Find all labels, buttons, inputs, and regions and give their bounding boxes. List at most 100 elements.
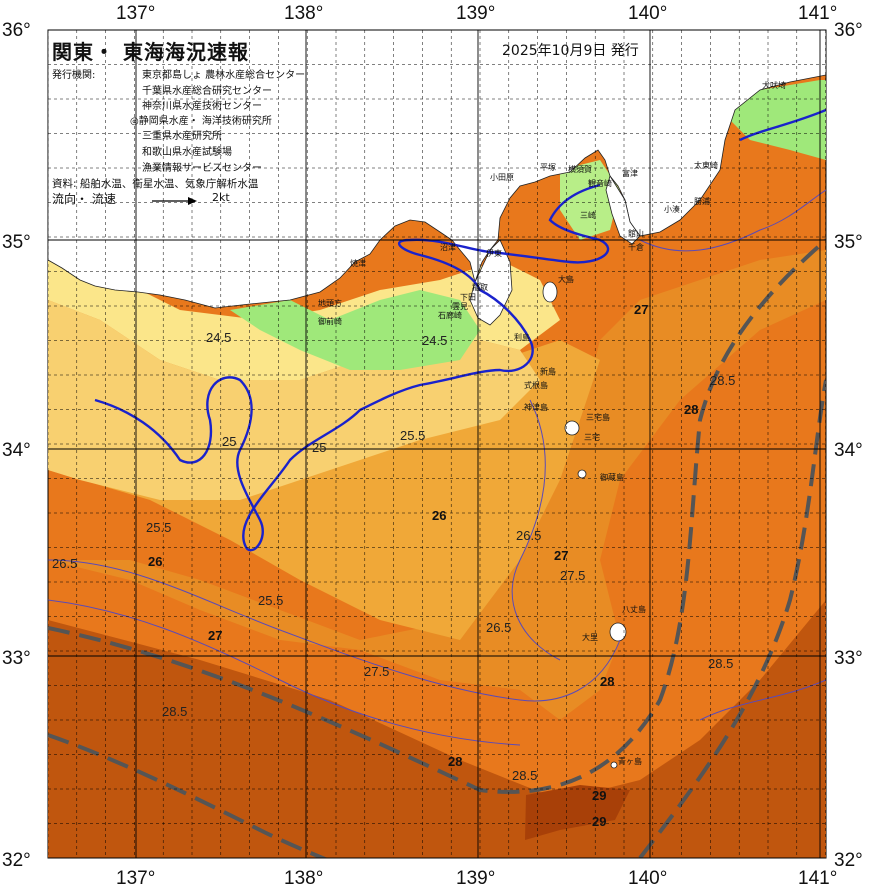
iso-label: 24.5 (206, 330, 231, 345)
organizations-label: 発行機関: (52, 70, 96, 81)
land-boso (605, 175, 641, 245)
place-label: 下田 (460, 293, 476, 302)
place-label: 御蔵島 (600, 472, 624, 482)
lat-label-right-4: 32° (834, 850, 863, 871)
iso-label: 28 (684, 402, 698, 417)
island-hachijo (609, 622, 627, 642)
place-label: 富津 (622, 168, 638, 178)
longitude-labels-bottom: 137° 138° 139° 140° 141° (116, 868, 837, 888)
lon-label-bottom-3: 140° (628, 868, 667, 888)
degree-lines (48, 29, 826, 859)
iso-label: 27.5 (364, 664, 389, 679)
lat-label-left-1: 35° (2, 232, 31, 253)
place-label: 神津島 (524, 402, 548, 412)
lon-label-top-0: 137° (116, 3, 155, 24)
lon-label-top-3: 140° (628, 3, 667, 24)
lon-label-bottom-0: 137° (116, 868, 155, 888)
iso-label: 27 (634, 302, 648, 317)
iso-label: 27.5 (560, 568, 585, 583)
iso-label: 24.5 (422, 333, 447, 348)
zone-29 (525, 785, 630, 840)
lon-label-top-1: 138° (284, 3, 323, 24)
latitude-labels-right: 36° 35° 34° 33° 32° (834, 20, 863, 871)
lon-label-bottom-1: 138° (284, 868, 323, 888)
current-axis-east (638, 379, 826, 858)
isotherm-lines (48, 189, 826, 746)
place-label: 御前崎 (318, 316, 342, 326)
place-label: 犬吠埼 (762, 80, 786, 90)
place-label: 小田原 (490, 173, 514, 182)
place-label: 三宅 (584, 432, 600, 442)
organization: 神奈川県水産技術センター (142, 101, 262, 112)
place-label: 雲見 (452, 302, 468, 311)
iso-label: 26 (148, 554, 162, 569)
place-label: 稲取 (472, 282, 488, 292)
island-miyake (564, 420, 580, 436)
lon-label-top-4: 141° (798, 3, 837, 24)
iso-label: 25.5 (400, 428, 425, 443)
isotherm-value-labels: 24.5 24.5 25 25 25.5 25.5 25.5 26 26 26.… (52, 302, 735, 829)
kuroshio-front-east (739, 108, 826, 142)
iso-label: 27 (554, 548, 568, 563)
place-label: 三崎 (580, 210, 596, 220)
iso-label: 25 (222, 434, 236, 449)
iso-label: 29 (592, 788, 606, 803)
place-label: 平塚 (540, 163, 556, 172)
place-label: 勝浦 (694, 196, 710, 206)
place-label: 三宅島 (586, 412, 610, 422)
organization: 東京都島しょ 農林水産総合センター (142, 70, 306, 81)
place-label: 小湊 (664, 204, 680, 214)
iso-label: 26 (432, 508, 446, 523)
place-label: 横須賀 (568, 164, 592, 174)
place-labels: 犬吠埼 太東崎 勝浦 小湊 千倉 館山 富津 横須賀 観音崎 三崎 平塚 小田原… (318, 80, 786, 766)
place-label: 沼津 (440, 242, 456, 252)
place-label: 大島 (558, 274, 574, 284)
iso-label: 28.5 (162, 704, 187, 719)
iso-label: 26.5 (516, 528, 541, 543)
iso-label: 25.5 (146, 520, 171, 535)
coordinate-grid (48, 30, 826, 858)
organization: ◎静岡県水産・ 海洋技術研究所 (130, 116, 272, 127)
place-label: 館山 (628, 228, 644, 238)
latitude-labels-left: 36° 35° 34° 33° 32° (2, 20, 31, 871)
lat-label-right-3: 33° (834, 648, 863, 669)
zone-cool-bay (560, 160, 620, 240)
island-mikura (577, 469, 587, 479)
place-label: 太東崎 (694, 160, 718, 170)
place-label: 新島 (540, 366, 556, 376)
place-label: 八丈島 (622, 604, 646, 614)
iso-label: 28 (448, 754, 462, 769)
data-source: 資料: 船舶水温、衛星水温、気象庁解析水温 (52, 178, 259, 190)
iso-label: 25.5 (258, 593, 283, 608)
flow-scale-label: 2kt (212, 191, 230, 204)
place-label: 焼津 (350, 258, 366, 268)
iso-label: 26.5 (52, 556, 77, 571)
iso-label: 28.5 (710, 373, 735, 388)
place-label: 大里 (582, 632, 598, 642)
lat-label-right-1: 35° (834, 232, 863, 253)
organization: 和歌山県水産試験場 (142, 147, 232, 158)
lat-label-left-4: 32° (2, 850, 31, 871)
place-label: 青ヶ島 (618, 756, 642, 766)
place-label: 観音崎 (588, 178, 612, 188)
island-aogashima (610, 761, 618, 769)
organization: 三重県水産研究所 (142, 131, 222, 142)
lat-label-left-2: 34° (2, 440, 31, 461)
organization: 漁業情報サービスセンター (142, 163, 262, 174)
lat-label-right-2: 34° (834, 440, 863, 461)
iso-label: 28.5 (708, 656, 733, 671)
flow-legend-label: 流向・ 流速 (52, 192, 116, 206)
lon-label-top-2: 139° (456, 3, 495, 24)
current-axis-south (48, 238, 826, 794)
lat-label-left-0: 36° (2, 20, 31, 41)
iso-label: 27 (208, 628, 222, 643)
iso-label: 26.5 (486, 620, 511, 635)
iso-label: 28.5 (512, 768, 537, 783)
longitude-labels-top: 137° 138° 139° 140° 141° (116, 3, 837, 24)
place-label: 地頭方 (318, 298, 342, 308)
iso-label: 28 (600, 674, 614, 689)
flow-arrow-icon (152, 197, 197, 205)
organization: 千葉県水産総合研究センター (142, 86, 272, 97)
zone-cool-suruga (230, 290, 480, 370)
